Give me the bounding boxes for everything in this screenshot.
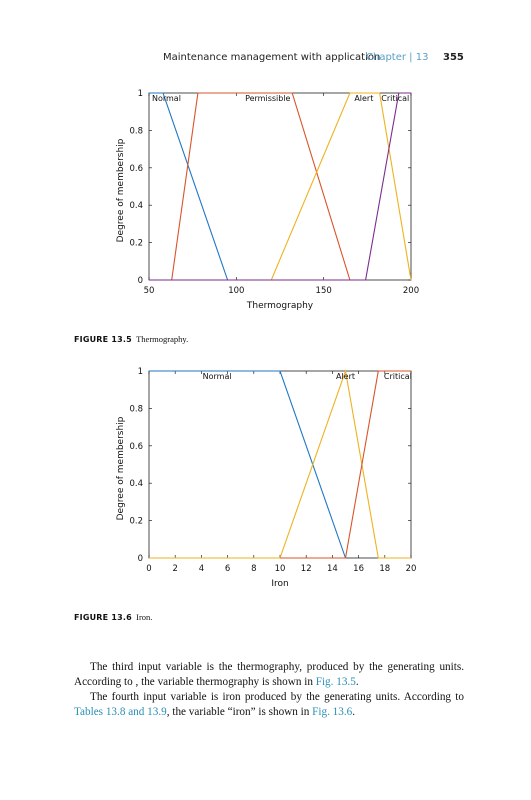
y-tick-label: 0 xyxy=(138,276,143,286)
y-tick-label: 1 xyxy=(138,367,143,377)
x-tick-label: 6 xyxy=(225,564,230,574)
membership-label-permissible: Permissible xyxy=(245,94,290,103)
y-tick-label: 0.2 xyxy=(129,239,143,249)
y-axis-label: Degree of membership xyxy=(116,138,126,242)
x-tick-label: 150 xyxy=(316,286,332,296)
x-axis-label: Thermography xyxy=(246,301,314,311)
series-line-critical xyxy=(149,92,411,281)
membership-label-alert: Alert xyxy=(336,372,355,381)
series-line-permissible xyxy=(171,92,351,281)
figure-link-13-5[interactable]: Fig. 13.5 xyxy=(315,676,356,688)
paragraph-text: The fourth input variable is iron produc… xyxy=(90,691,464,703)
y-tick-label: 0.8 xyxy=(129,404,143,414)
x-tick-label: 2 xyxy=(172,564,177,574)
x-tick-label: 18 xyxy=(379,564,390,574)
membership-label-critical: Critical xyxy=(381,94,409,103)
running-head-chapter: Chapter | 13 xyxy=(366,52,429,63)
membership-label-alert: Alert xyxy=(354,94,373,103)
y-axis-label: Degree of membership xyxy=(116,416,126,520)
x-tick-label: 0 xyxy=(146,564,151,574)
series-line-alert xyxy=(270,92,412,281)
iron-chart: 0 2 4 6 8 10 12 14 16 18 20 0 0.2 0.4 0.6 0.8 1 Normal Ale… xyxy=(116,367,417,589)
x-tick-label: 10 xyxy=(275,564,286,574)
paragraph-text: . xyxy=(352,706,356,718)
x-tick-label: 8 xyxy=(251,564,256,574)
paragraph-text: The third input variable is the thermogr… xyxy=(74,661,464,688)
plot-area xyxy=(148,92,412,281)
caption-text: Iron. xyxy=(136,612,153,622)
caption-label: FIGURE 13.6 xyxy=(74,613,132,622)
membership-label-normal: Normal xyxy=(203,372,232,381)
y-tick-label: 0.6 xyxy=(129,442,143,452)
y-tick-label: 1 xyxy=(138,89,143,99)
x-tick-label: 12 xyxy=(301,564,312,574)
caption-label: FIGURE 13.5 xyxy=(74,335,132,344)
series-line-alert xyxy=(149,368,411,559)
x-tick-label: 20 xyxy=(406,564,417,574)
y-tick-label: 0 xyxy=(138,554,143,564)
paragraph-text: , the variable “iron” is shown in xyxy=(166,706,313,718)
x-tick-label: 4 xyxy=(199,564,204,574)
series-line-normal xyxy=(149,92,229,281)
plot-area xyxy=(148,370,412,559)
x-tick-label: 16 xyxy=(353,564,364,574)
x-tick-label: 200 xyxy=(403,286,419,296)
x-tick-label: 50 xyxy=(144,286,155,296)
membership-label-normal: Normal xyxy=(152,94,181,103)
page-number: 355 xyxy=(443,52,464,63)
paragraph-text: . xyxy=(355,676,359,688)
y-tick-label: 0.6 xyxy=(129,164,143,174)
y-tick-label: 0.2 xyxy=(129,517,143,527)
y-tick-label: 0.4 xyxy=(129,479,143,489)
series-line-critical xyxy=(280,370,411,559)
figure-caption-13-6: FIGURE 13.6 Iron. xyxy=(74,612,152,622)
figure-link-13-6[interactable]: Fig. 13.6 xyxy=(312,706,353,718)
figure-caption-13-5: FIGURE 13.5 Thermography. xyxy=(74,334,188,344)
membership-label-critical: Critical xyxy=(384,372,412,381)
x-axis-label: Iron xyxy=(271,579,288,589)
caption-text: Thermography. xyxy=(136,334,189,344)
x-tick-label: 14 xyxy=(327,564,338,574)
body-paragraph-2: The fourth input variable is iron produc… xyxy=(74,690,464,720)
table-link[interactable]: Tables 13.8 and 13.9 xyxy=(74,706,167,718)
thermography-chart: 50 100 150 200 0 0.2 0.4 0.6 0.8 1 Normal Permissib… xyxy=(116,89,419,311)
body-paragraph-1: The third input variable is the thermogr… xyxy=(74,660,464,690)
y-tick-label: 0.4 xyxy=(129,201,143,211)
page-header: Maintenance management with application … xyxy=(0,52,531,68)
series-line-normal xyxy=(149,370,347,559)
running-head-title: Maintenance management with application xyxy=(163,52,381,63)
y-tick-label: 0.8 xyxy=(129,126,143,136)
x-tick-label: 100 xyxy=(228,286,244,296)
